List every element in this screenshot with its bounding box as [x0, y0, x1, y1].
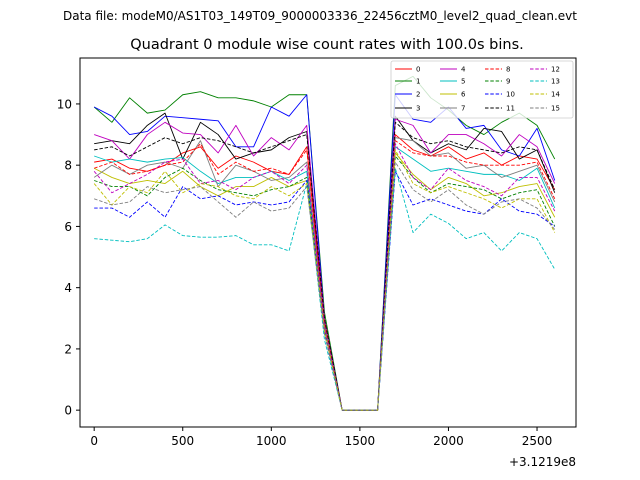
x-tick-label: 500: [171, 434, 194, 448]
series-line-12: [93, 143, 556, 411]
legend-label-9: 9: [506, 78, 510, 86]
series-line-11: [94, 121, 556, 411]
x-tick-label: 2000: [433, 434, 464, 448]
chart-title: Quadrant 0 module wise count rates with …: [130, 37, 524, 53]
legend-label-0: 0: [416, 66, 420, 74]
plot-border: [79, 57, 577, 428]
legend-label-13: 13: [551, 78, 560, 86]
y-axis: 0 2 4 6 8 10: [57, 97, 80, 418]
x-tick-label: 0: [90, 434, 98, 448]
y-tick-label: 8: [64, 159, 72, 173]
y-tick-label: 4: [64, 281, 72, 295]
x-axis-offset-label: +3.1219e8: [509, 455, 576, 469]
legend-label-7: 7: [461, 105, 465, 113]
series-line-14: [93, 149, 556, 411]
series-line-1: [93, 75, 556, 411]
y-tick-label: 2: [64, 342, 72, 356]
legend-label-12: 12: [551, 66, 560, 74]
chart-suptitle: Data file: modeM0/AS1T03_149T09_90000033…: [63, 9, 577, 23]
series-line-15: [94, 161, 556, 411]
x-tick-label: 1000: [256, 434, 287, 448]
legend-label-4: 4: [461, 66, 466, 74]
legend-label-5: 5: [461, 78, 465, 86]
legend-label-2: 2: [416, 91, 420, 99]
series-line-8: [94, 140, 556, 411]
legend-label-10: 10: [506, 91, 515, 99]
y-tick-label: 0: [64, 404, 72, 418]
x-tick-label: 1500: [345, 434, 376, 448]
series-line-13: [94, 167, 556, 411]
legend-label-15: 15: [551, 105, 560, 113]
y-tick-label: 6: [64, 220, 72, 234]
legend-label-3: 3: [416, 105, 420, 113]
legend-label-1: 1: [416, 78, 420, 86]
legend-box: [390, 60, 574, 119]
y-tick-label: 10: [57, 97, 72, 111]
legend-label-6: 6: [461, 91, 466, 99]
legend-label-8: 8: [506, 66, 510, 74]
series-layer: [93, 75, 556, 411]
legend-label-14: 14: [551, 91, 560, 99]
x-tick-label: 2500: [522, 434, 553, 448]
x-axis: 0 500 1000 1500 2000 2500: [90, 427, 552, 448]
legend-label-11: 11: [506, 105, 515, 113]
